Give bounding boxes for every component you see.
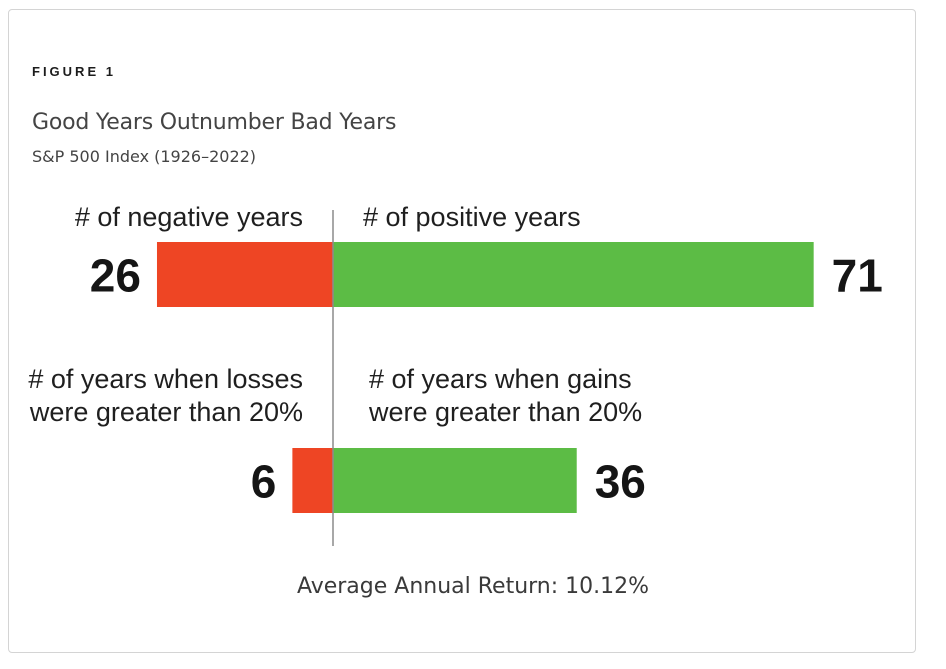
category-label-positive-1-0: # of years when gains — [369, 364, 632, 394]
value-label-positive-0: 71 — [832, 250, 883, 302]
average-annual-return: Average Annual Return: 10.12% — [296, 574, 650, 599]
figure-label: FIGURE 1 — [32, 64, 116, 79]
value-label-negative-1: 6 — [251, 456, 277, 508]
bar-negative-1 — [292, 448, 333, 513]
chart-subtitle: S&P 500 Index (1926–2022) — [32, 147, 257, 166]
value-label-negative-0: 26 — [90, 250, 141, 302]
figure-card — [8, 9, 916, 653]
category-label-negative-1-0: # of years when losses — [28, 364, 303, 394]
category-label-positive-0-0: # of positive years — [363, 202, 581, 232]
bar-positive-0 — [333, 242, 814, 307]
value-label-positive-1: 36 — [595, 456, 646, 508]
category-label-negative-1-1: were greater than 20% — [29, 397, 303, 427]
bar-negative-0 — [156, 242, 333, 307]
category-label-positive-1-1: were greater than 20% — [368, 397, 642, 427]
chart-title: Good Years Outnumber Bad Years — [32, 110, 397, 135]
bar-positive-1 — [333, 448, 577, 513]
category-label-negative-0-0: # of negative years — [75, 202, 303, 232]
